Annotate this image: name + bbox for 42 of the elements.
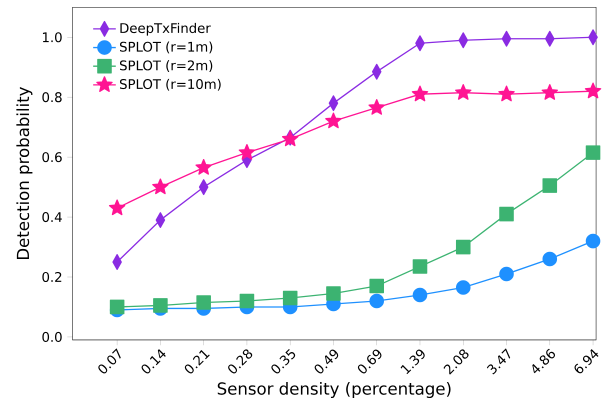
y-tick-label: 0.6 <box>42 152 62 162</box>
point <box>586 234 600 249</box>
legend-label: SPLOT (r=10m) <box>120 79 221 91</box>
point <box>240 294 254 309</box>
point <box>586 146 600 160</box>
legend-label: SPLOT (r=1m) <box>120 42 212 54</box>
y-tick-label: 0.8 <box>42 92 62 102</box>
legend-label: DeepTxFinder <box>120 23 211 36</box>
point <box>412 86 428 102</box>
y-axis-title: Detection probability <box>16 87 32 260</box>
point <box>238 144 256 160</box>
point <box>282 290 298 306</box>
point <box>369 278 384 294</box>
x-axis-title: Sensor density (percentage) <box>218 382 451 398</box>
point <box>369 294 384 309</box>
y-tick-label: 1.0 <box>42 32 62 42</box>
point <box>498 86 515 102</box>
point <box>542 178 558 194</box>
point <box>456 280 471 296</box>
point <box>412 259 428 274</box>
point <box>456 240 471 255</box>
point <box>455 84 472 100</box>
point <box>153 298 168 314</box>
point <box>499 266 514 282</box>
point <box>195 159 212 175</box>
point <box>542 84 558 100</box>
point <box>152 178 169 194</box>
y-tick-label: 0.0 <box>42 332 62 342</box>
point <box>282 130 298 146</box>
point <box>326 286 341 302</box>
legend-label: SPLOT (r=2m) <box>120 60 212 72</box>
point <box>110 300 124 314</box>
point <box>325 112 342 128</box>
point <box>499 207 514 222</box>
point <box>196 295 211 310</box>
y-tick-label: 0.4 <box>42 212 62 222</box>
point <box>412 288 428 303</box>
point <box>542 252 558 267</box>
point <box>108 200 126 216</box>
point <box>584 82 602 99</box>
point <box>368 99 385 116</box>
y-tick-label: 0.2 <box>42 272 62 282</box>
